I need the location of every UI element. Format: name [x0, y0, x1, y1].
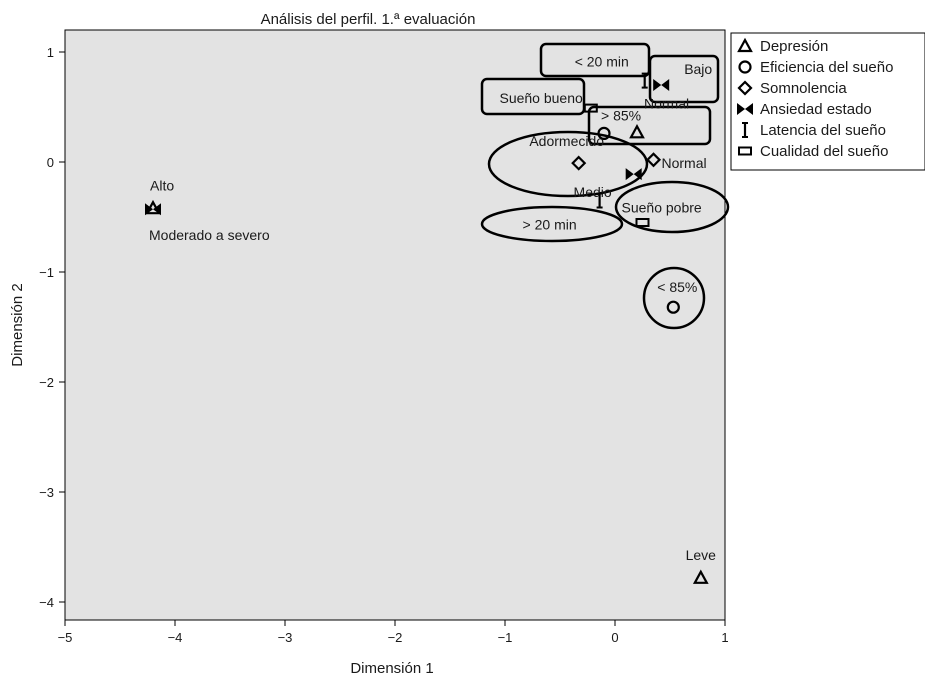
x-tick-label: −2	[388, 630, 403, 645]
annotation-box-efficiency-high	[587, 105, 712, 146]
data-point-bowtie	[653, 79, 670, 91]
legend-label: Latencia del sueño	[760, 122, 886, 139]
data-point-bowtie	[625, 168, 642, 181]
data-point-circle	[666, 300, 680, 314]
legend-label: Ansiedad estado	[760, 101, 872, 118]
legend-marker-ibeam	[742, 122, 748, 138]
x-tick-label: 0	[611, 630, 618, 645]
data-point-label: Sueño bueno	[499, 90, 583, 106]
data-point-circle	[597, 126, 611, 140]
data-point-label: Bajo	[684, 61, 712, 77]
x-tick-label: −1	[498, 630, 513, 645]
annotation-ellipse-sleep-poor	[614, 180, 730, 234]
legend-marker-rect	[738, 146, 752, 156]
data-point-label: Alto	[150, 177, 174, 193]
y-tick-label: −3	[39, 485, 54, 500]
data-point-ibeam	[596, 192, 603, 209]
data-point-label: Medio	[574, 184, 612, 200]
annotations	[480, 42, 730, 330]
x-tick-label: −5	[58, 630, 73, 645]
x-axis-label: Dimensión 1	[350, 660, 433, 677]
data-point-diamond	[645, 152, 662, 168]
data-point-triangle	[692, 569, 709, 584]
legend-label: Eficiencia del sueño	[760, 59, 893, 76]
x-tick-label: −4	[168, 630, 183, 645]
y-tick-label: 1	[47, 45, 54, 60]
plot-area	[64, 29, 726, 621]
annotation-ellipse-latency-long	[480, 205, 624, 243]
data-point-diamond	[571, 155, 587, 171]
legend-label: Somnolencia	[760, 80, 847, 97]
y-tick-label: −2	[39, 375, 54, 390]
data-point-triangle	[629, 124, 645, 139]
y-axis-label: Dimensión 2	[9, 283, 26, 366]
data-point-ibeam	[641, 72, 648, 89]
data-point-label: > 20 min	[523, 217, 577, 233]
y-tick-label: −1	[39, 265, 54, 280]
legend-label: Depresión	[760, 38, 828, 55]
x-tick-label: −3	[278, 630, 293, 645]
y-tick-label: −4	[39, 595, 54, 610]
data-point-label: Sueño pobre	[622, 200, 702, 216]
legend-marker-triangle	[737, 37, 753, 53]
legend: Depresión Eficiencia del sueño Somnolencia…	[730, 32, 925, 171]
data-point-rect	[635, 218, 650, 227]
legend-marker-circle	[738, 60, 752, 74]
legend-box	[730, 32, 925, 171]
data-point-bowtie	[145, 203, 161, 216]
data-point-label: Leve	[686, 547, 717, 563]
chart-title: Análisis del perfil. 1.ª evaluación	[261, 11, 476, 28]
legend-label: Cualidad del sueño	[760, 143, 888, 160]
annotation-box-anxiety-low	[648, 54, 720, 104]
data-point-label: < 85%	[657, 279, 697, 295]
data-point-label: Adormecido	[529, 133, 604, 149]
data-point-label: Normal	[662, 155, 707, 171]
axes: −5 −4 −3 −2 −1 0 1 1 0 −1 −2 −3 −4	[39, 45, 728, 645]
data-point-label: < 20 min	[575, 54, 629, 70]
data-point-label: Normal	[644, 95, 689, 111]
legend-marker-bowtie	[737, 103, 753, 115]
annotation-ellipse-drowsy-medium	[487, 130, 649, 198]
annotation-box-sleep-good	[480, 77, 586, 116]
legend-marker-diamond	[737, 80, 753, 96]
annotation-circle-efficiency-low	[642, 266, 706, 330]
x-tick-label: 1	[721, 630, 728, 645]
data-point-label: Moderado a severo	[149, 227, 270, 243]
data-point-rect	[583, 103, 598, 113]
data-point-label: > 85%	[601, 107, 641, 123]
y-tick-label: 0	[47, 155, 54, 170]
markers: Normal Leve Moderado a severo > 85% < 85% Ado…	[145, 54, 717, 584]
